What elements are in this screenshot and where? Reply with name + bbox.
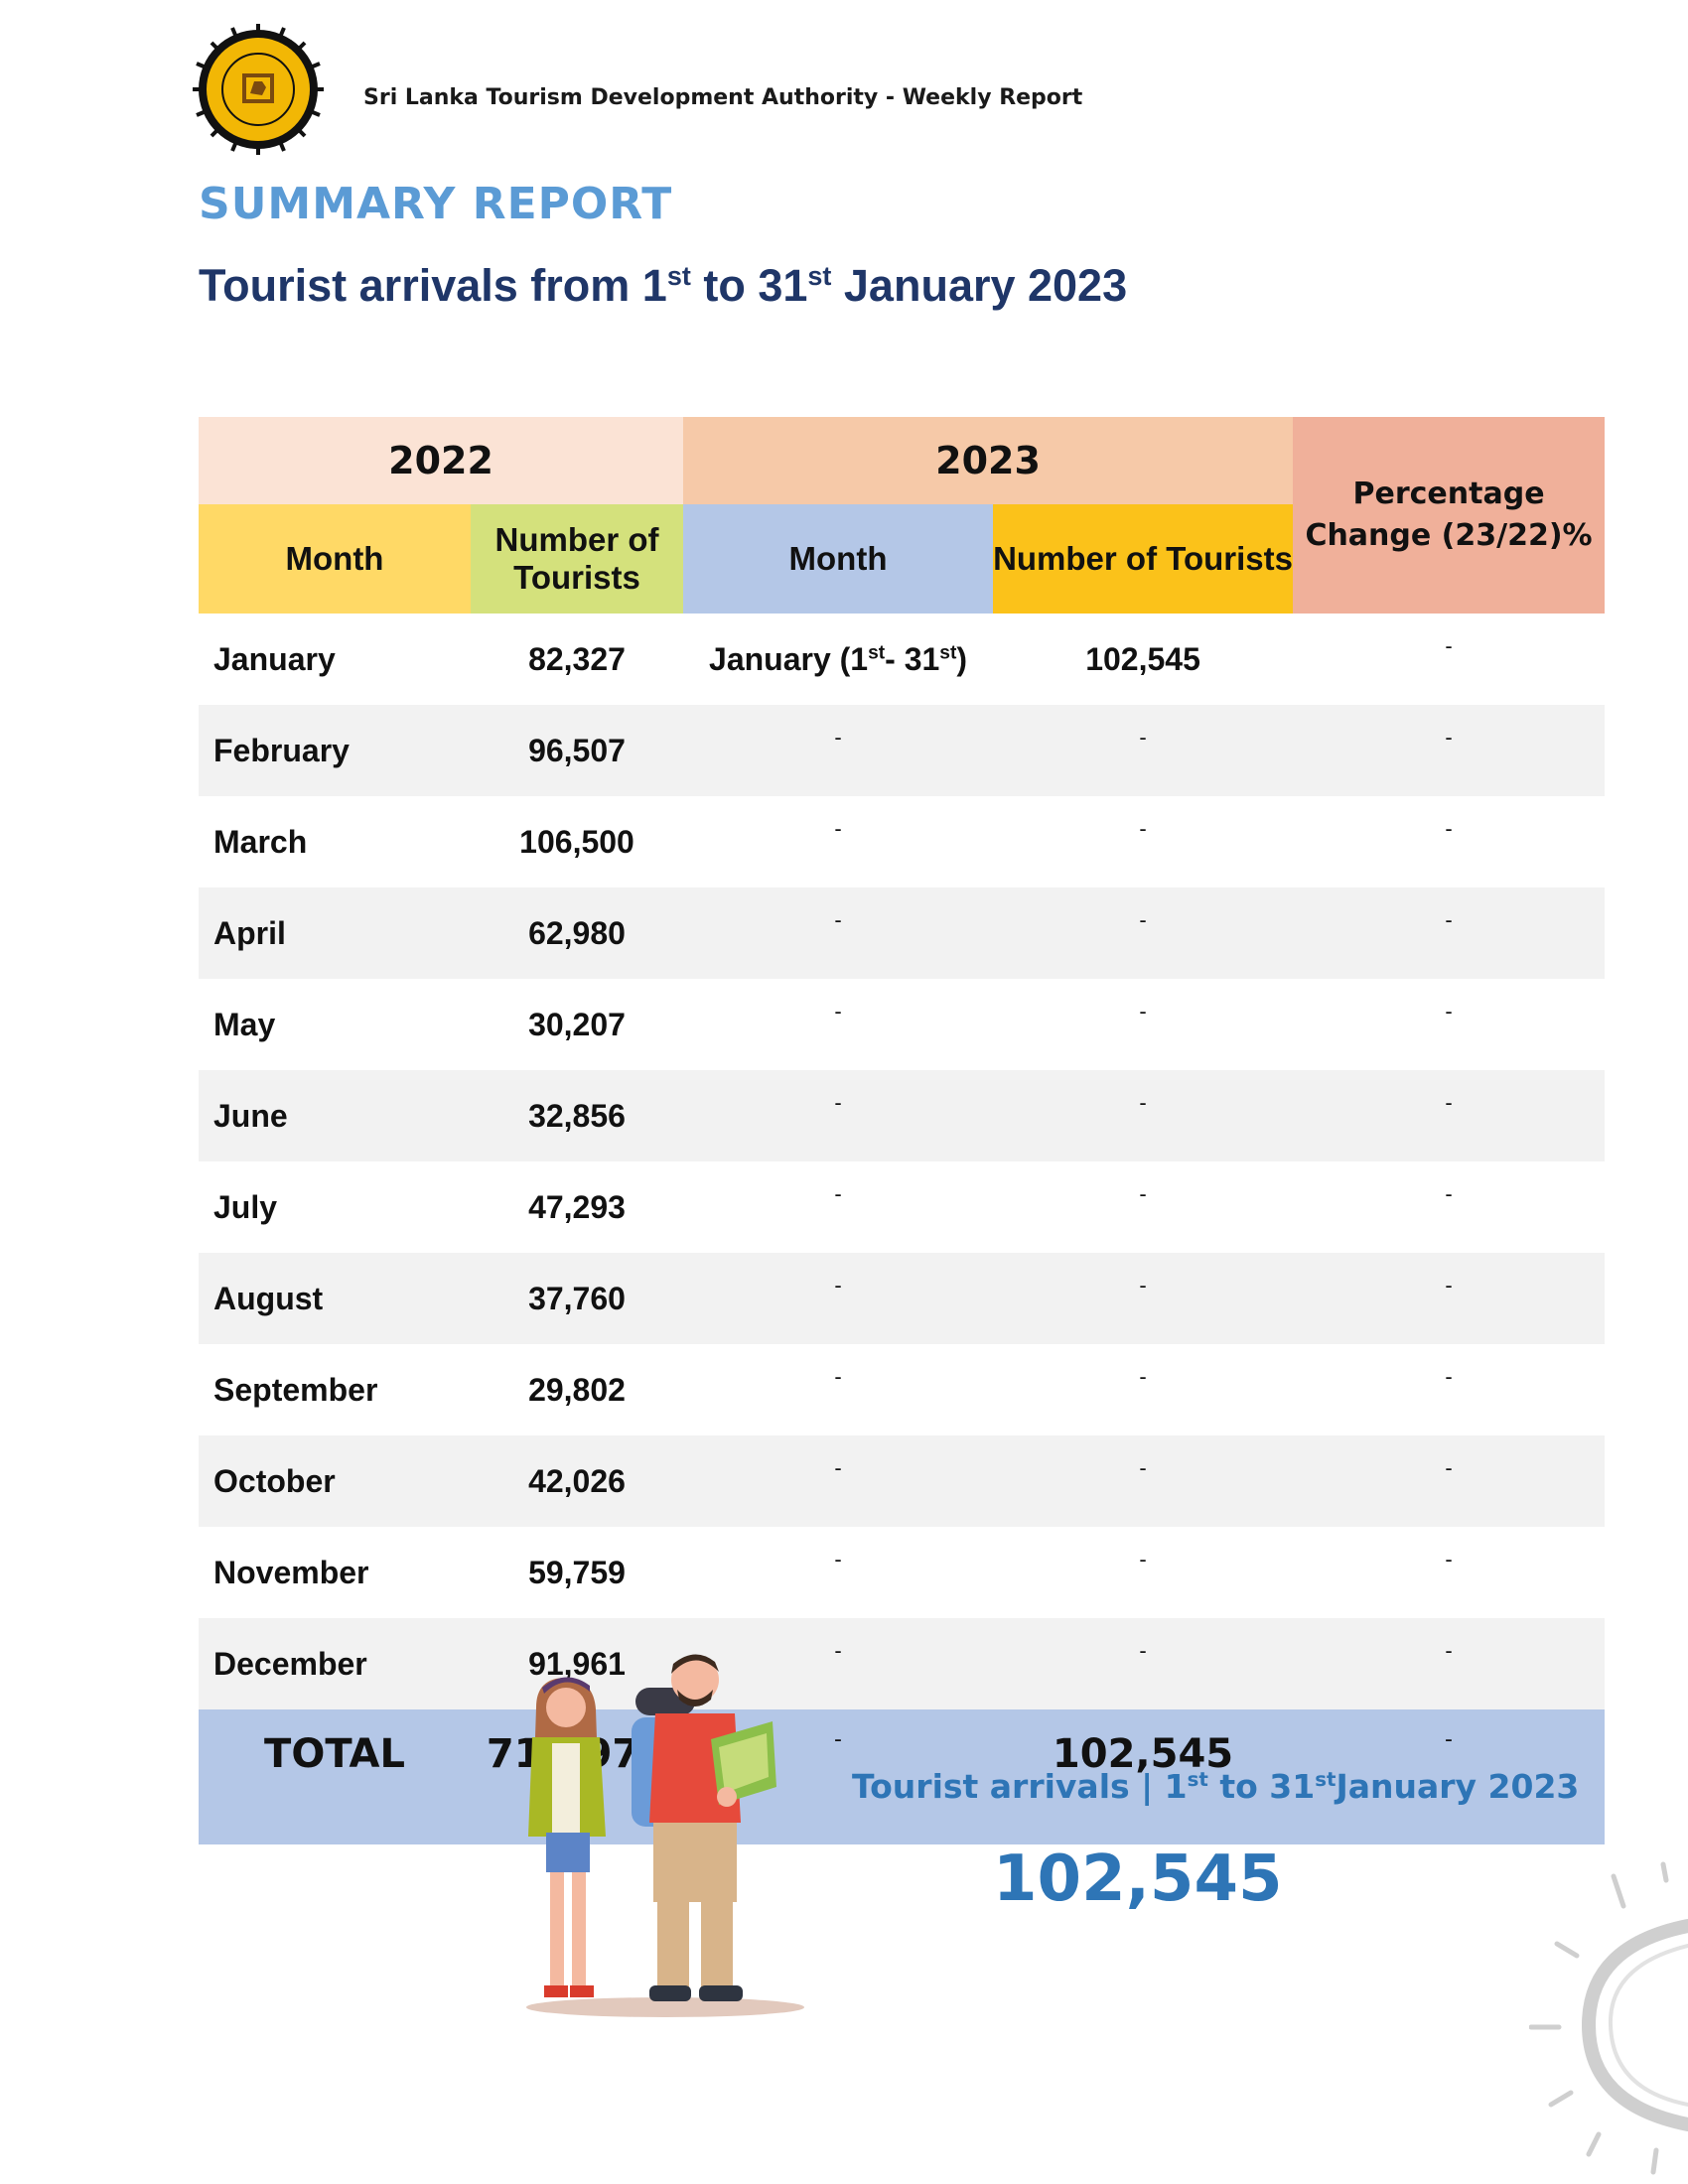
month-2023: - [834, 1181, 842, 1206]
month-2022: December [199, 1618, 471, 1709]
tourists-2022: 37,760 [471, 1253, 684, 1344]
percentage-change: - [1445, 1364, 1453, 1389]
banner-total-value: 102,545 [993, 1843, 1283, 1916]
arrivals-table: 2022 2023 Percentage Change (23/22)% Mon… [199, 417, 1606, 1844]
percentage-change: - [1293, 1070, 1606, 1161]
table-row: March 106,500 - - - [199, 796, 1605, 887]
table-row: April 62,980- - - [199, 887, 1606, 979]
page-title: SUMMARY REPORT [199, 179, 673, 229]
tourists-2023: - [993, 887, 1294, 979]
tourists-2023: - [1139, 1181, 1147, 1206]
table-row: February 96,507- - - [199, 705, 1606, 796]
tourists-2023: - [1139, 1547, 1147, 1571]
percentage-change: - [1445, 816, 1453, 841]
header-year-2023: 2023 [683, 417, 1294, 504]
sun-decoration [1529, 1861, 1688, 2175]
report-subtitle: Tourist arrivals from 1st to 31st Januar… [199, 260, 1128, 311]
header-percentage-change: Percentage Change (23/22)% [1293, 417, 1606, 614]
tourists-2023: - [1139, 1364, 1147, 1389]
month-2023: - [683, 1618, 994, 1709]
table-row: June 32,856- - - [199, 1070, 1606, 1161]
tourists-2022: 42,026 [471, 1435, 684, 1527]
month-2023: - [683, 1253, 994, 1344]
month-2023: January (1st- 31st) [709, 640, 968, 677]
month-2023: - [683, 1435, 994, 1527]
month-2023: - [834, 816, 842, 841]
header-month-2023: Month [683, 504, 994, 614]
month-2022: September [213, 1371, 378, 1408]
tourists-2022: 96,507 [471, 705, 684, 796]
month-2022: April [199, 887, 471, 979]
table-row: August 37,760- - - [199, 1253, 1606, 1344]
month-2022: July [213, 1188, 278, 1225]
percentage-change: - [1445, 1181, 1453, 1206]
total-2023: 102,545 [993, 1709, 1294, 1844]
tourists-2022: 32,856 [471, 1070, 684, 1161]
report-header: Sri Lanka Tourism Development Authority … [363, 85, 1083, 110]
tourists-2023: - [993, 705, 1294, 796]
percentage-change: - [1445, 1547, 1453, 1571]
percentage-change: - [1293, 1253, 1606, 1344]
header-tourists-2022: Number of Tourists [471, 504, 684, 614]
percentage-change: - [1293, 705, 1606, 796]
month-2023: - [834, 1547, 842, 1571]
table-row: January 82,327 January (1st- 31st) 102,545 - [199, 614, 1605, 705]
tourists-2022: 30,207 [528, 1006, 626, 1042]
table-row: July 47,293 - - - [199, 1161, 1605, 1253]
month-2022: March [213, 823, 308, 860]
total-label: TOTAL [199, 1709, 471, 1844]
tourists-2023: - [1139, 816, 1147, 841]
tourists-2023: 102,545 [1085, 640, 1200, 677]
tourists-2022: 62,980 [471, 887, 684, 979]
percentage-change: - [1445, 999, 1453, 1024]
month-2023: - [683, 705, 994, 796]
month-2022: August [199, 1253, 471, 1344]
tourists-2022: 47,293 [528, 1188, 626, 1225]
month-2023: - [683, 1070, 994, 1161]
tourists-2023: - [993, 1435, 1294, 1527]
month-2023: - [834, 1364, 842, 1389]
tourists-2022: 59,759 [528, 1554, 626, 1590]
month-2023: - [834, 999, 842, 1024]
tourists-2023: - [993, 1253, 1294, 1344]
tourists-2023: - [993, 1070, 1294, 1161]
table-row: October 42,026- - - [199, 1435, 1606, 1527]
tourists-2022: 29,802 [528, 1371, 626, 1408]
month-2022: February [199, 705, 471, 796]
month-2022: January [213, 640, 336, 677]
tourists-2023: - [1139, 999, 1147, 1024]
percentage-change: - [1445, 633, 1453, 658]
percentage-change: - [1293, 1618, 1606, 1709]
tourists-2022: 82,327 [528, 640, 626, 677]
table-row: November 59,759 - - - [199, 1527, 1605, 1618]
header-year-2022: 2022 [199, 417, 684, 504]
percentage-change: - [1293, 887, 1606, 979]
tourists-2023: - [993, 1618, 1294, 1709]
total-pct: - [1293, 1709, 1606, 1844]
table-row: December 91,961- - - [199, 1618, 1606, 1709]
tourists-2022: 106,500 [519, 823, 634, 860]
sltda-logo [193, 24, 324, 155]
month-2023: - [683, 887, 994, 979]
month-2022: June [199, 1070, 471, 1161]
travelers-illustration [526, 1654, 804, 2017]
month-2022: May [213, 1006, 276, 1042]
month-2022: November [213, 1554, 369, 1590]
banner-title: Tourist arrivals | 1st to 31stJanuary 20… [852, 1767, 1580, 1806]
table-row: May 30,207 - - - [199, 979, 1605, 1070]
header-month-2022: Month [199, 504, 471, 614]
percentage-change: - [1293, 1435, 1606, 1527]
table-row: September 29,802 - - - [199, 1344, 1605, 1435]
header-tourists-2023: Number of Tourists [993, 504, 1294, 614]
month-2022: October [199, 1435, 471, 1527]
